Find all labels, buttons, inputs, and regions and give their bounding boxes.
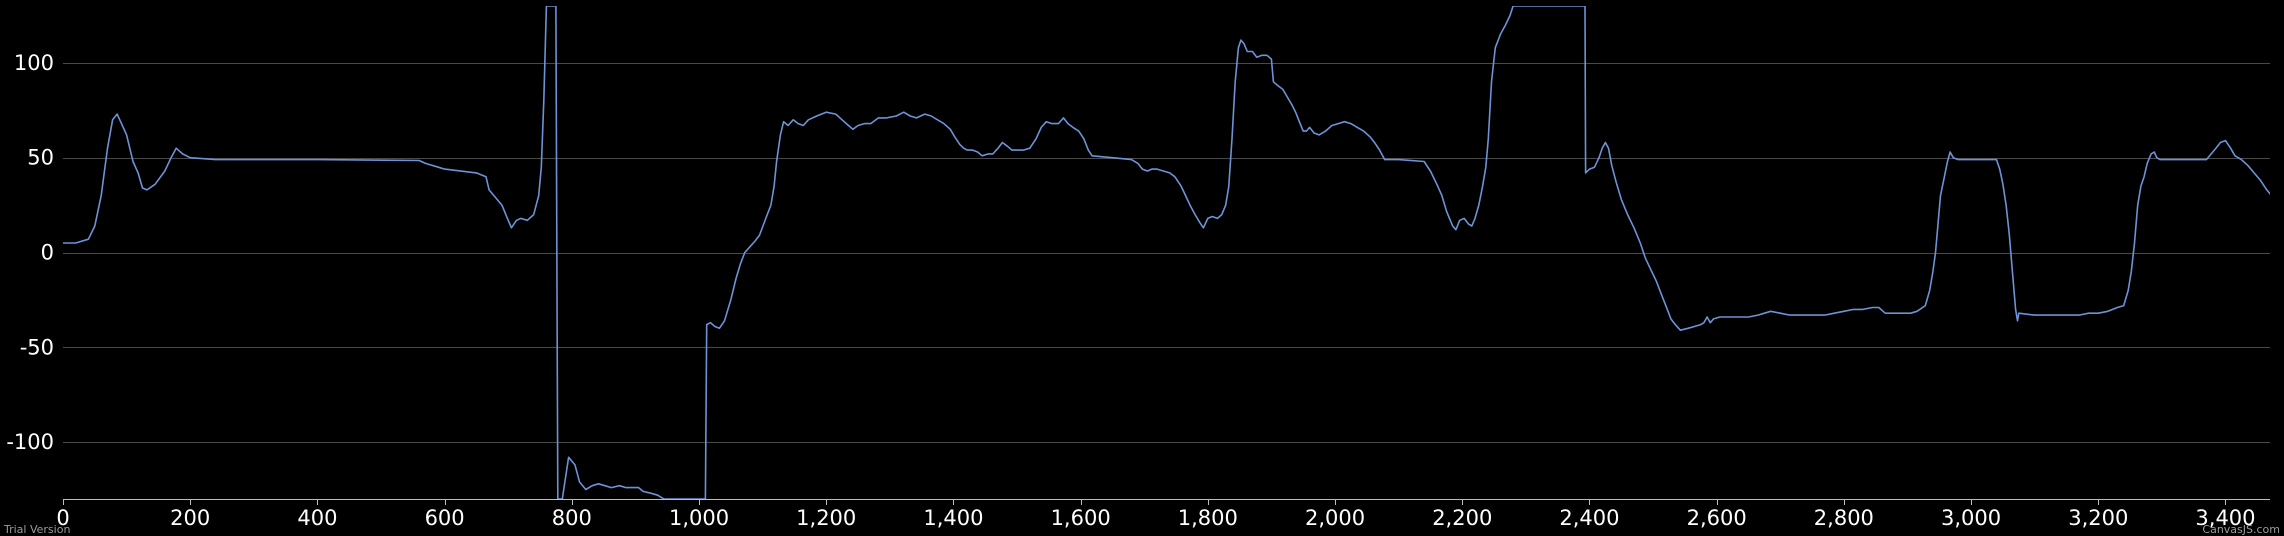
x-tick-label: 1,800 [1178, 506, 1238, 530]
y-tick-label: 0 [41, 241, 54, 265]
x-tick-label: 1,400 [923, 506, 983, 530]
x-axis [63, 499, 2270, 505]
x-tick-label: 2,000 [1305, 506, 1365, 530]
y-tick-label: 100 [14, 51, 54, 75]
x-tick-label: 2,800 [1814, 506, 1874, 530]
x-tick-label: 0 [56, 506, 69, 530]
x-tick-label: 1,000 [669, 506, 729, 530]
y-gridlines [63, 63, 2270, 443]
x-tick-label: 2,400 [1559, 506, 1619, 530]
x-tick-label: 600 [425, 506, 465, 530]
canvasjs-credit[interactable]: CanvasJS.com [2202, 523, 2280, 536]
x-tick-label: 1,200 [796, 506, 856, 530]
x-tick-label: 3,000 [1941, 506, 2001, 530]
series-lines [63, 6, 2270, 499]
y-axis-tick-labels: -100 -50 0 50 100 [6, 51, 54, 454]
x-tick-label: 3,400 [2195, 506, 2255, 530]
x-tick-label: 2,200 [1432, 506, 1492, 530]
trial-version-credit: Trial Version [3, 523, 70, 536]
x-tick-label: 1,600 [1051, 506, 1111, 530]
series-line-1 [63, 6, 2270, 499]
x-tick-label: 2,600 [1687, 506, 1747, 530]
y-tick-label: 50 [27, 146, 54, 170]
x-tick-label: 800 [552, 506, 592, 530]
x-axis-tick-labels: 0 200 400 600 800 1,000 1,200 1,400 1,600 1,800 2,… [56, 506, 2255, 530]
y-tick-label: -100 [6, 430, 54, 454]
x-tick-label: 400 [297, 506, 337, 530]
x-tick-label: 3,200 [2068, 506, 2128, 530]
x-tick-label: 200 [170, 506, 210, 530]
y-tick-label: -50 [20, 335, 54, 359]
